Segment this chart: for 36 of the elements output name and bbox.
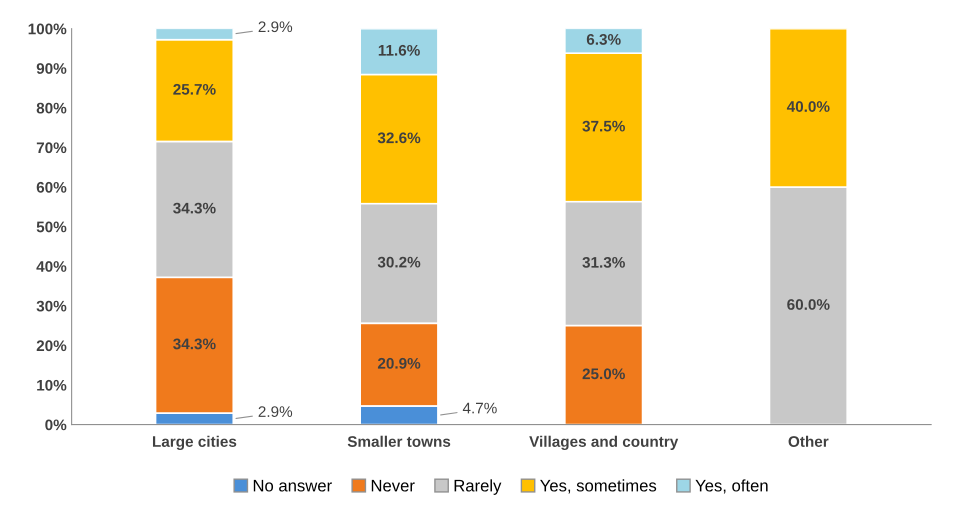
legend-label: Rarely — [454, 479, 502, 495]
y-tick-label: 100% — [28, 24, 66, 34]
data-label: 2.9% — [258, 21, 292, 32]
y-tick-label: 60% — [36, 182, 66, 193]
data-label: 6.3% — [586, 34, 621, 45]
data-label: 4.7% — [462, 402, 497, 414]
data-label: 2.9% — [258, 406, 292, 418]
data-label: 34.3% — [173, 202, 216, 214]
data-label: 30.2% — [378, 256, 420, 268]
y-tick-label: 30% — [36, 300, 66, 312]
x-tick-label: Large cities — [152, 436, 236, 450]
x-tick-label: Smaller towns — [348, 436, 450, 447]
legend-label: Yes, sometimes — [540, 479, 656, 494]
y-tick-label: 20% — [36, 340, 66, 352]
y-tick-label: 80% — [36, 102, 66, 114]
data-label: 31.3% — [582, 256, 625, 268]
data-label: 37.5% — [582, 120, 625, 132]
y-tick-label: 70% — [36, 142, 66, 154]
x-tick-label: Villages and country — [529, 436, 678, 450]
y-tick-label: 0% — [45, 419, 66, 430]
legend-label: Yes, often — [695, 479, 768, 494]
data-label: 20.9% — [378, 358, 420, 369]
data-label: 40.0% — [786, 101, 830, 112]
data-label: 25.0% — [582, 368, 625, 380]
legend-label: No answer — [254, 480, 332, 492]
y-tick-label: 50% — [36, 222, 66, 232]
y-tick-label: 10% — [37, 380, 66, 391]
legend-label: Never — [372, 480, 415, 492]
data-label: 11.6% — [378, 44, 420, 56]
y-tick-label: 90% — [36, 63, 66, 74]
data-label: 25.7% — [173, 84, 216, 95]
data-label: 32.6% — [378, 132, 420, 144]
data-label: 34.3% — [173, 338, 216, 350]
x-tick-label: Other — [788, 436, 828, 447]
data-label: 60.0% — [787, 299, 830, 310]
y-tick-label: 40% — [36, 261, 66, 272]
